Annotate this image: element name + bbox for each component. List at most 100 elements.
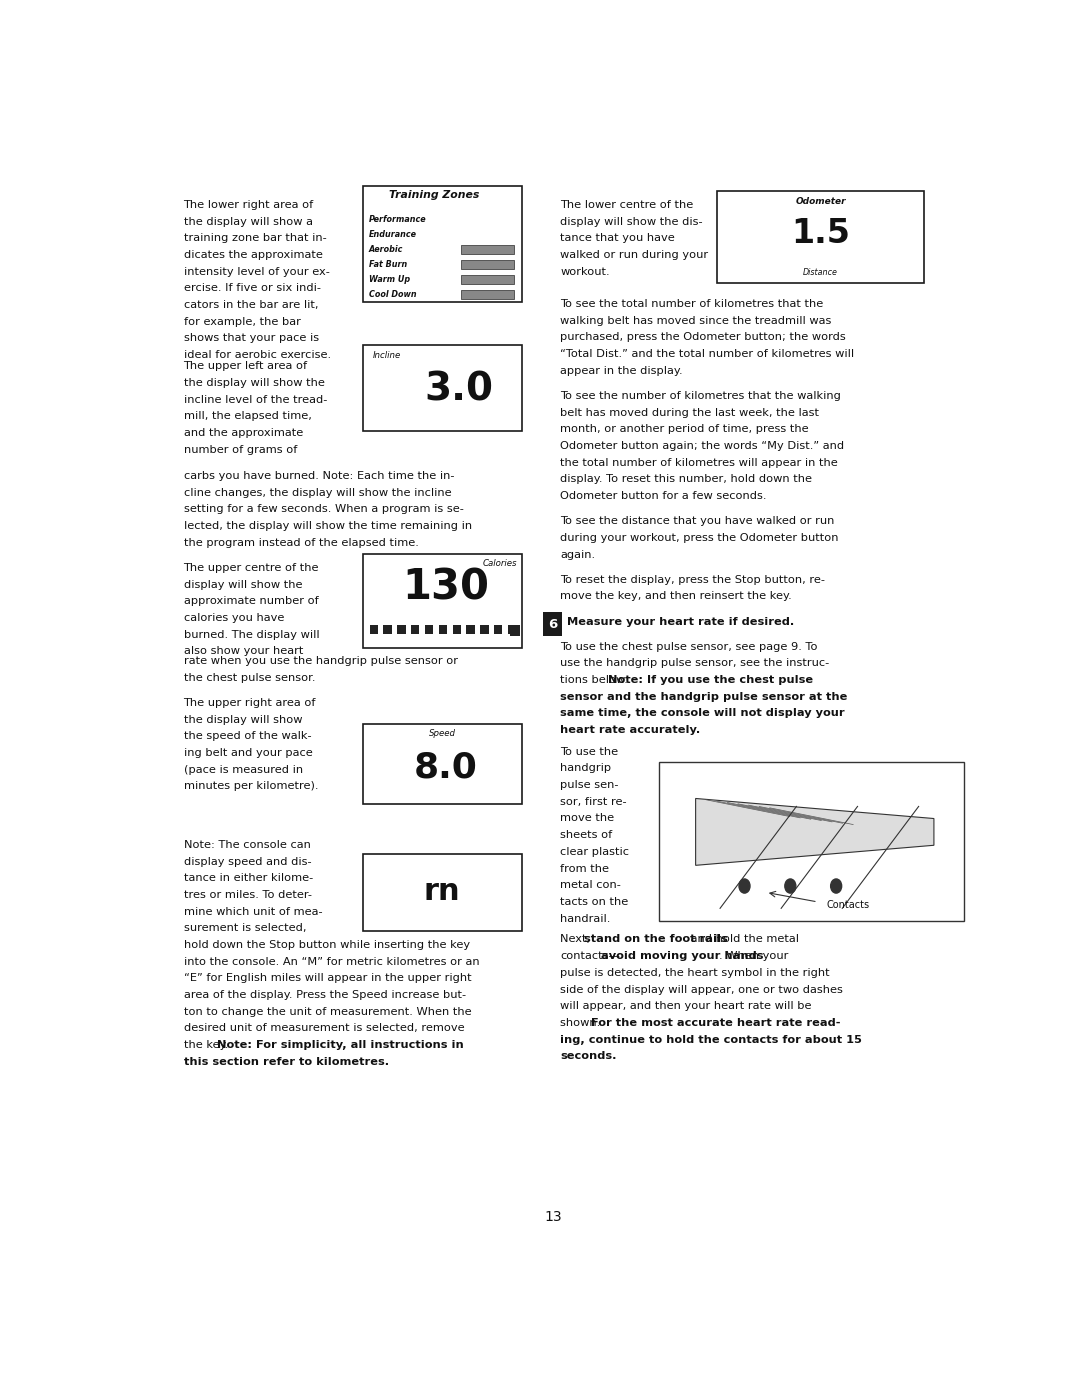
Text: calories you have: calories you have: [184, 613, 284, 623]
Bar: [461, 244, 514, 254]
Text: display will show the: display will show the: [184, 580, 302, 590]
Text: 13: 13: [544, 1210, 563, 1224]
Text: To use the: To use the: [561, 747, 619, 757]
Bar: [510, 626, 521, 636]
Text: ideal for aerobic exercise.: ideal for aerobic exercise.: [184, 351, 330, 360]
Text: The upper right area of: The upper right area of: [184, 698, 316, 708]
Text: ing belt and your pace: ing belt and your pace: [184, 747, 312, 759]
Text: shown.: shown.: [561, 1018, 604, 1028]
Text: from the: from the: [561, 863, 609, 873]
Text: Training Zones: Training Zones: [389, 190, 480, 200]
Text: tacts on the: tacts on the: [561, 897, 629, 907]
Bar: [397, 626, 405, 634]
Text: For the most accurate heart rate read-: For the most accurate heart rate read-: [591, 1018, 840, 1028]
Text: Distance: Distance: [804, 268, 838, 278]
Bar: [659, 761, 964, 921]
Text: the program instead of the elapsed time.: the program instead of the elapsed time.: [184, 538, 418, 548]
Text: tance that you have: tance that you have: [561, 233, 675, 243]
Text: To reset the display, press the Stop button, re-: To reset the display, press the Stop but…: [561, 574, 825, 585]
Text: stand on the foot rails: stand on the foot rails: [583, 935, 728, 944]
Text: for example, the bar: for example, the bar: [184, 317, 300, 327]
Text: move the key, and then reinsert the key.: move the key, and then reinsert the key.: [561, 591, 792, 602]
Text: again.: again.: [561, 549, 595, 560]
Text: ercise. If five or six indi-: ercise. If five or six indi-: [184, 284, 321, 293]
Text: the speed of the walk-: the speed of the walk-: [184, 731, 311, 742]
Text: purchased, press the Odometer button; the words: purchased, press the Odometer button; th…: [561, 332, 846, 342]
Text: The lower centre of the: The lower centre of the: [561, 200, 693, 210]
Text: Fat Burn: Fat Burn: [368, 260, 407, 270]
Bar: [481, 626, 488, 634]
Text: tions below.: tions below.: [561, 675, 632, 685]
Bar: [461, 260, 514, 268]
Text: To see the number of kilometres that the walking: To see the number of kilometres that the…: [561, 391, 841, 401]
Text: rate when you use the handgrip pulse sensor or: rate when you use the handgrip pulse sen…: [184, 657, 458, 666]
Bar: [363, 345, 522, 432]
Text: and hold the metal: and hold the metal: [688, 935, 799, 944]
Text: 6: 6: [548, 617, 557, 631]
Text: heart rate accurately.: heart rate accurately.: [561, 725, 701, 735]
Text: 1.5: 1.5: [791, 217, 850, 250]
Text: The upper left area of: The upper left area of: [184, 362, 308, 372]
Text: area of the display. Press the Speed increase but-: area of the display. Press the Speed inc…: [184, 990, 465, 1000]
Text: dicates the approximate: dicates the approximate: [184, 250, 323, 260]
Text: Note: If you use the chest pulse: Note: If you use the chest pulse: [608, 675, 813, 685]
Text: side of the display will appear, one or two dashes: side of the display will appear, one or …: [561, 985, 843, 995]
Text: Odometer: Odometer: [795, 197, 846, 205]
Bar: [467, 626, 475, 634]
Text: The lower right area of: The lower right area of: [184, 200, 314, 210]
Text: display. To reset this number, hold down the: display. To reset this number, hold down…: [561, 474, 812, 485]
Text: contacts—: contacts—: [561, 951, 620, 961]
Text: and the approximate: and the approximate: [184, 427, 302, 437]
Text: intensity level of your ex-: intensity level of your ex-: [184, 267, 329, 277]
Text: shows that your pace is: shows that your pace is: [184, 334, 319, 344]
Text: Speed: Speed: [429, 729, 456, 738]
Text: ing, continue to hold the contacts for about 15: ing, continue to hold the contacts for a…: [561, 1035, 862, 1045]
Text: mill, the elapsed time,: mill, the elapsed time,: [184, 411, 311, 422]
Text: use the handgrip pulse sensor, see the instruc-: use the handgrip pulse sensor, see the i…: [561, 658, 829, 668]
Text: Odometer button again; the words “My Dist.” and: Odometer button again; the words “My Dis…: [561, 441, 845, 451]
Text: “E” for English miles will appear in the upper right: “E” for English miles will appear in the…: [184, 974, 471, 983]
Text: display will show the dis-: display will show the dis-: [561, 217, 703, 226]
Text: Calories: Calories: [483, 559, 517, 569]
Text: the chest pulse sensor.: the chest pulse sensor.: [184, 673, 315, 683]
Text: walked or run during your: walked or run during your: [561, 250, 708, 260]
Text: into the console. An “M” for metric kilometres or an: into the console. An “M” for metric kilo…: [184, 957, 480, 967]
Text: will appear, and then your heart rate will be: will appear, and then your heart rate wi…: [561, 1002, 812, 1011]
Text: month, or another period of time, press the: month, or another period of time, press …: [561, 425, 809, 434]
Text: mine which unit of mea-: mine which unit of mea-: [184, 907, 322, 916]
Text: cators in the bar are lit,: cators in the bar are lit,: [184, 300, 318, 310]
Text: Measure your heart rate if desired.: Measure your heart rate if desired.: [567, 616, 794, 627]
Text: workout.: workout.: [561, 267, 610, 277]
Text: tance in either kilome-: tance in either kilome-: [184, 873, 313, 883]
Text: 130: 130: [402, 567, 489, 609]
Text: seconds.: seconds.: [561, 1051, 617, 1062]
Text: during your workout, press the Odometer button: during your workout, press the Odometer …: [561, 532, 839, 543]
Bar: [717, 191, 924, 282]
Text: the total number of kilometres will appear in the: the total number of kilometres will appe…: [561, 458, 838, 468]
Text: Aerobic: Aerobic: [368, 244, 403, 254]
Text: desired unit of measurement is selected, remove: desired unit of measurement is selected,…: [184, 1024, 464, 1034]
Text: sensor and the handgrip pulse sensor at the: sensor and the handgrip pulse sensor at …: [561, 692, 848, 701]
Text: clear plastic: clear plastic: [561, 847, 630, 856]
Text: (pace is measured in: (pace is measured in: [184, 764, 302, 775]
Text: the display will show: the display will show: [184, 715, 302, 725]
Text: setting for a few seconds. When a program is se-: setting for a few seconds. When a progra…: [184, 504, 463, 514]
Text: sor, first re-: sor, first re-: [561, 796, 626, 807]
Bar: [461, 291, 514, 299]
Bar: [453, 626, 461, 634]
Text: pulse is detected, the heart symbol in the right: pulse is detected, the heart symbol in t…: [561, 968, 829, 978]
Text: move the: move the: [561, 813, 615, 823]
Text: appear in the display.: appear in the display.: [561, 366, 683, 376]
Text: this section refer to kilometres.: this section refer to kilometres.: [184, 1056, 389, 1067]
Text: belt has moved during the last week, the last: belt has moved during the last week, the…: [561, 408, 820, 418]
Text: hold down the Stop button while inserting the key: hold down the Stop button while insertin…: [184, 940, 470, 950]
Bar: [363, 186, 522, 302]
Bar: [461, 275, 514, 284]
Text: avoid moving your hands: avoid moving your hands: [602, 951, 764, 961]
Text: 3.0: 3.0: [424, 370, 494, 409]
Text: the display will show a: the display will show a: [184, 217, 312, 226]
Text: Cool Down: Cool Down: [368, 291, 416, 299]
Text: Next,: Next,: [561, 935, 594, 944]
Text: “Total Dist.” and the total number of kilometres will: “Total Dist.” and the total number of ki…: [561, 349, 854, 359]
Text: the key.: the key.: [184, 1039, 231, 1051]
